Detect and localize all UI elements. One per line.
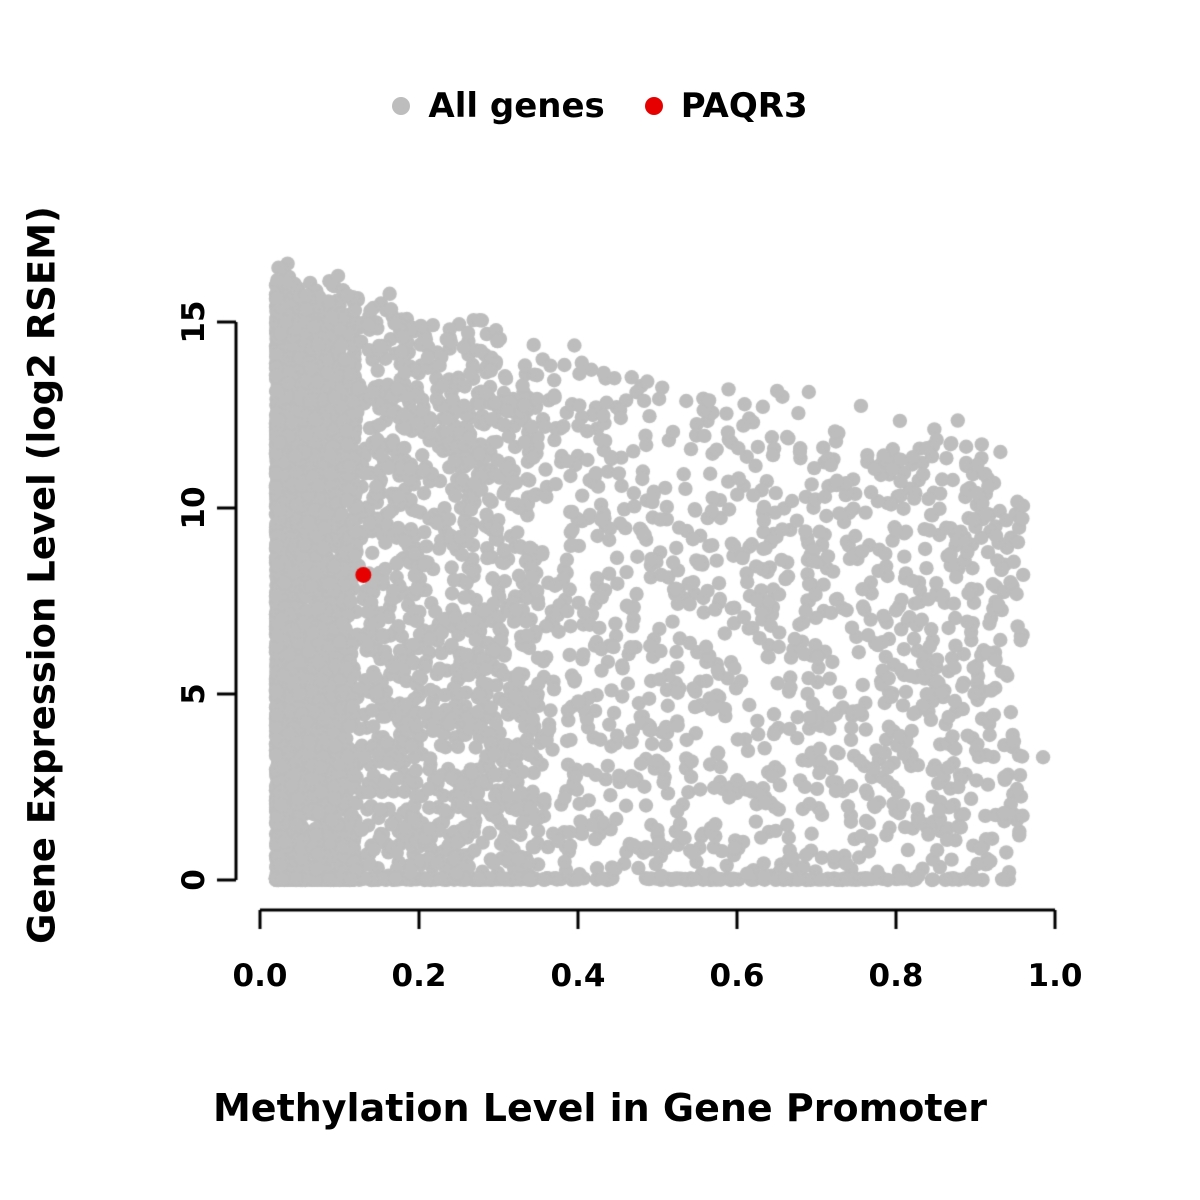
legend-label-all-genes: All genes (428, 86, 605, 126)
x-tick-label: 0.6 (709, 958, 765, 994)
x-tick-label: 1.0 (1027, 958, 1083, 994)
paqr3-dot-icon (644, 97, 663, 115)
y-tick-label: 10 (176, 486, 212, 530)
legend-label-paqr3: PAQR3 (680, 86, 808, 126)
x-tick-label: 0.4 (550, 958, 606, 994)
x-tick-label: 0.0 (232, 958, 288, 994)
y-axis-title: Gene Expression Level (log2 RSEM) (20, 206, 64, 944)
x-tick-label: 0.8 (868, 958, 924, 994)
x-axis-title: Methylation Level in Gene Promoter (212, 1086, 987, 1130)
legend-item-all-genes: All genes (392, 86, 605, 126)
y-tick-label: 15 (176, 300, 212, 344)
all-genes-dot-icon (392, 97, 411, 115)
y-tick-label: 0 (176, 869, 212, 891)
y-tick-label: 5 (176, 683, 212, 705)
x-tick-label: 0.2 (391, 958, 447, 994)
legend: All genes PAQR3 (0, 86, 1200, 126)
legend-item-paqr3: PAQR3 (644, 86, 808, 126)
